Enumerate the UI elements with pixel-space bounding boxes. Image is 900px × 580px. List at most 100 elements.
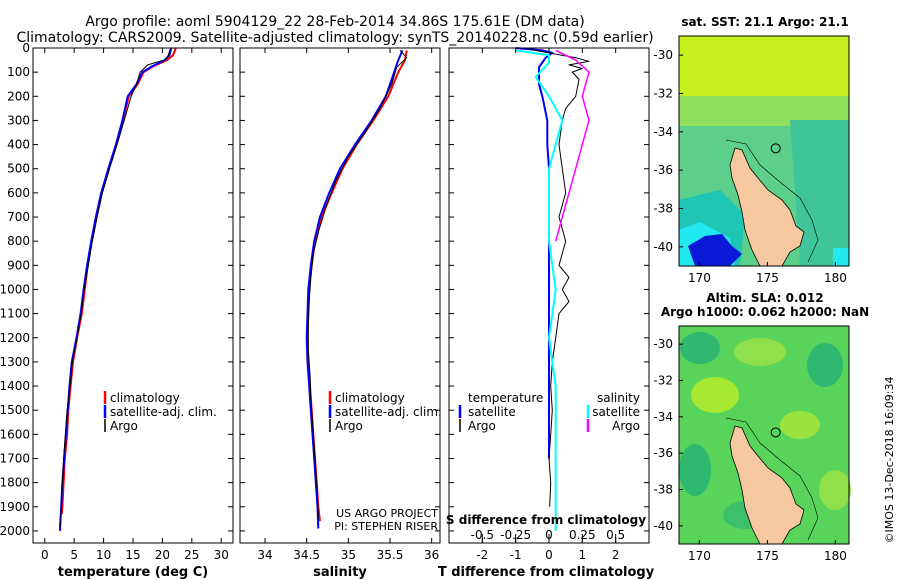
salinity-axes-frame (239, 47, 441, 544)
sla-map-profile-location-marker (770, 427, 781, 438)
temperature-legend-argo: Argo (110, 419, 138, 433)
salinity-xtick-label-36: 36 (424, 548, 439, 562)
depth-tick-label-400: 400 (7, 138, 30, 152)
sla-map-land (729, 425, 805, 545)
imos-credit: ©IMOS 13-Dec-2018 16:09:34 (883, 377, 896, 544)
salinity-x-ticks: 34 34.5 35 35.5 36 (257, 48, 439, 562)
temperature-xtick-label-25: 25 (184, 548, 199, 562)
depth-tick-label-1800: 1800 (0, 476, 30, 490)
depth-tick-label-500: 500 (7, 162, 30, 176)
sst-map-north-warm-band (679, 36, 849, 98)
temperature-legend-satellite: satellite-adj. clim. (110, 405, 217, 419)
depth-tick-label-2000: 2000 (0, 524, 30, 538)
sst-map-lon-label-180: 180 (824, 271, 847, 285)
difference-s-xlabel: S difference from climatology (446, 513, 646, 527)
sla-map-lat-label-40: -40 (653, 519, 673, 533)
salinity-series-satellite-adj-clim (305, 50, 404, 529)
temperature-depth-ticks: 0 100 200 300 400 500 600 700 800 900 1000 1100 1200… (0, 41, 233, 538)
sst-map-lat-label-30: -30 (653, 48, 673, 62)
sla-map-lat-label-34: -34 (653, 410, 673, 424)
depth-tick-label-900: 900 (7, 258, 30, 272)
salinity-series-argo (307, 50, 408, 519)
sst-map-lat-label-38: -38 (653, 202, 673, 216)
difference-series-s-satellite (515, 49, 564, 531)
difference-panel: -2 -1 0 1 2 -0.5 -0.25 0 0.25 0.5 T difference f… (438, 47, 655, 580)
temperature-xtick-label-30: 30 (214, 548, 229, 562)
salinity-xtick-label-35-5: 35.5 (377, 548, 404, 562)
difference-xtick-label-2: 2 (612, 548, 620, 562)
salinity-project-note-line1: US ARGO PROJECT (336, 507, 438, 520)
depth-tick-label-1500: 1500 (0, 403, 30, 417)
sst-map-profile-location-marker (770, 143, 781, 154)
difference-stick-label-0-25: -0.25 (500, 528, 531, 542)
salinity-xtick-label-34-5: 34.5 (293, 548, 320, 562)
sla-map-title-line1: Altim. SLA: 0.012 (706, 291, 823, 305)
temperature-series-argo (60, 49, 171, 527)
salinity-xtick-label-35: 35 (341, 548, 356, 562)
sla-map-blob-3 (807, 343, 843, 387)
sla-map-lat-label-30: -30 (653, 337, 673, 351)
depth-tick-label-700: 700 (7, 210, 30, 224)
salinity-project-note-line2: PI: STEPHEN RISER (334, 520, 438, 533)
salinity-legend-argo: Argo (335, 419, 363, 433)
difference-legend-t-argo: Argo (468, 419, 496, 433)
difference-xtick-label-1: -1 (510, 548, 522, 562)
temperature-xlabel: temperature (deg C) (58, 565, 208, 580)
difference-xtick-label-0: 0 (545, 548, 553, 562)
sla-map-panel: Altim. SLA: 0.012 Argo h1000: 0.062 h200… (653, 291, 869, 563)
depth-tick-label-600: 600 (7, 186, 30, 200)
sla-map-lon-ticks: 170 175 180 (688, 540, 847, 563)
temperature-xtick-label-5: 5 (70, 548, 78, 562)
sst-map-lat-ticks: -30 -32 -34 -36 -38 -40 (653, 48, 683, 254)
sla-map-blob-2 (734, 338, 786, 366)
sla-map-blob-5 (780, 411, 820, 439)
depth-tick-label-1900: 1900 (0, 500, 30, 514)
difference-series-t-argo (528, 48, 590, 507)
temperature-xtick-label-20: 20 (155, 548, 170, 562)
sst-map-frame (678, 35, 850, 267)
sst-map-shelf-contour (725, 139, 819, 263)
depth-tick-label-300: 300 (7, 113, 30, 127)
sst-map-lon-label-175: 175 (756, 271, 779, 285)
difference-legend-s-satellite: satellite (592, 405, 640, 419)
sst-map-lon-label-170: 170 (688, 271, 711, 285)
difference-xtick-label-2: -2 (476, 548, 488, 562)
difference-s-ticks: -0.5 -0.25 0 0.25 0.5 (471, 528, 625, 543)
depth-tick-label-1000: 1000 (0, 282, 30, 296)
salinity-panel: 34 34.5 35 35.5 36 salinity climatology sate… (239, 47, 442, 580)
sst-map-east-cool-region (790, 120, 849, 266)
depth-tick-label-0: 0 (22, 41, 30, 55)
difference-legend-t-satellite: satellite (468, 405, 516, 419)
sst-map-blue-patch (688, 234, 742, 266)
depth-tick-label-1200: 1200 (0, 331, 30, 345)
temperature-series-climatology (60, 47, 177, 515)
sst-map-land (729, 147, 805, 267)
sst-map-lat-label-34: -34 (653, 125, 673, 139)
temperature-xtick-label-15: 15 (125, 548, 140, 562)
sst-map-lon-ticks: 170 175 180 (688, 262, 847, 285)
sst-map-lat-label-40: -40 (653, 240, 673, 254)
sla-map-lat-ticks: -30 -32 -34 -36 -38 -40 (653, 337, 683, 533)
salinity-depth-ticks (240, 47, 440, 532)
sla-map-lat-label-38: -38 (653, 483, 673, 497)
difference-xtick-label-1: 1 (579, 548, 587, 562)
difference-legend-s-argo: Argo (612, 419, 640, 433)
depth-tick-label-1100: 1100 (0, 307, 30, 321)
temperature-x-ticks: 0 5 10 15 20 25 30 (41, 48, 229, 562)
difference-legend: temperature satellite Argo salinity sate… (458, 391, 640, 433)
difference-legend-salinity-title: salinity (597, 391, 640, 405)
temperature-series-group (59, 47, 177, 531)
difference-legend-temperature-title: temperature (468, 391, 543, 405)
difference-stick-label-0-5: 0.5 (606, 528, 625, 542)
difference-stick-label-0-5: -0.5 (471, 528, 494, 542)
sla-map-blob-1 (680, 332, 720, 364)
difference-series-s-argo (554, 49, 590, 242)
salinity-legend-climatology: climatology (335, 391, 405, 405)
depth-tick-label-200: 200 (7, 89, 30, 103)
depth-tick-label-800: 800 (7, 234, 30, 248)
salinity-legend-satellite: satellite-adj. clim. (335, 405, 442, 419)
difference-series-group (515, 47, 590, 531)
sla-map-frame (678, 325, 850, 545)
sst-map-title: sat. SST: 21.1 Argo: 21.1 (681, 15, 848, 29)
